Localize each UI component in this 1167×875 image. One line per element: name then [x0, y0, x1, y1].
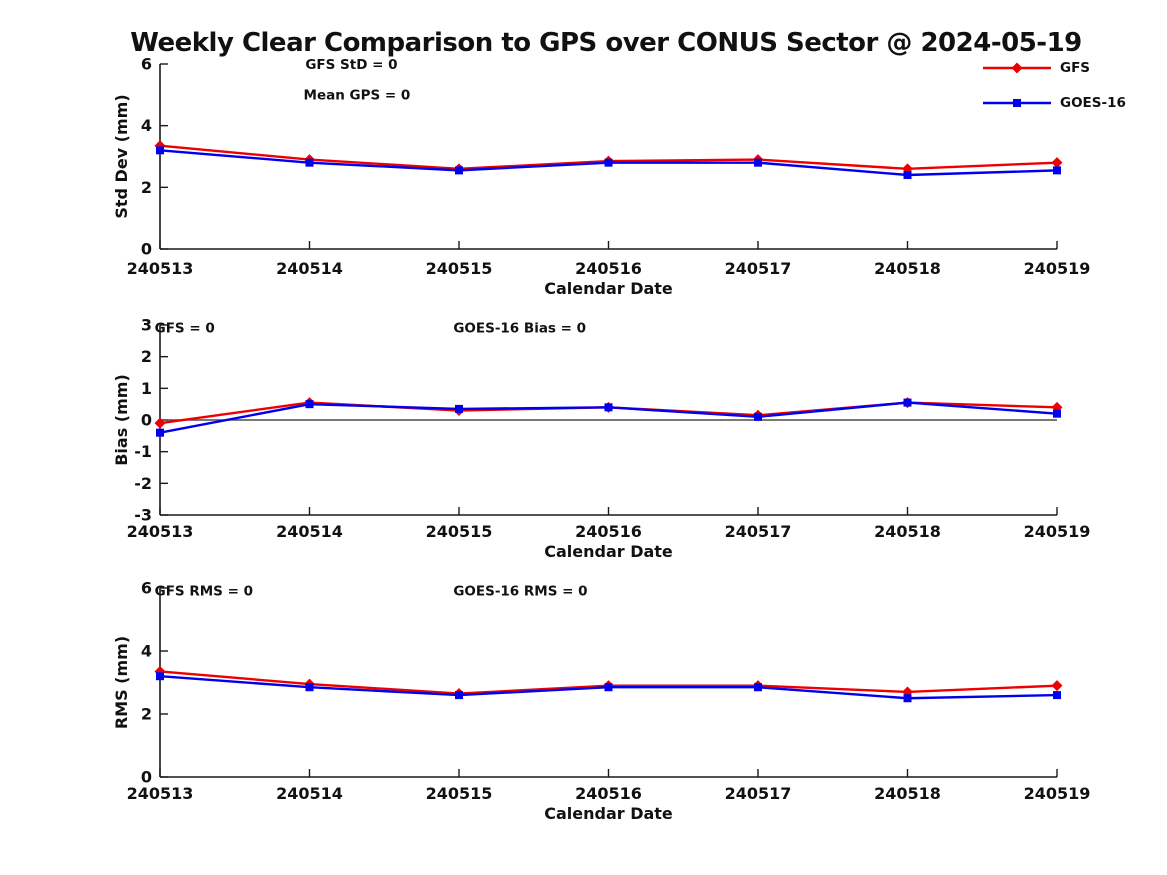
marker-square-goes-16	[604, 403, 613, 412]
subplot-rms-mm-: 0 2 4 6 240513 240514 240515 240516 240517 240518…	[112, 579, 1090, 824]
x-tick-label: 240519	[1024, 522, 1091, 541]
marker-diamond-gfs	[154, 417, 166, 429]
x-tick-label: 240516	[575, 784, 642, 803]
x-tick-label: 240513	[127, 259, 194, 278]
x-axis-title: Calendar Date	[544, 804, 673, 823]
x-tick-label: 240518	[874, 522, 941, 541]
x-tick-label: 240514	[276, 259, 343, 278]
x-tick-label: 240518	[874, 784, 941, 803]
x-tick-label: 240519	[1024, 259, 1091, 278]
marker-square-goes-16	[305, 400, 314, 409]
series-goes-16	[156, 146, 1061, 179]
y-axis-title: Bias (mm)	[112, 374, 131, 466]
series-gfs	[154, 397, 1063, 429]
y-tick-label: -1	[134, 442, 152, 461]
x-tick-label: 240517	[725, 784, 792, 803]
y-tick-label: 3	[141, 316, 152, 335]
x-tick-label: 240518	[874, 259, 941, 278]
legend-label-gfs: GFS	[1060, 60, 1091, 76]
y-tick-label: 2	[141, 347, 152, 366]
marker-square-goes-16	[156, 672, 164, 681]
subplot-bias-mm-: -3 -2 -1 0 1 2 3 240513 240514 240515 240516 240517…	[112, 316, 1090, 562]
x-tick-label: 240516	[575, 522, 642, 541]
x-tick-label: 240517	[725, 522, 792, 541]
annotation-text: GOES-16 RMS = 0	[453, 583, 587, 599]
y-tick-label: 6	[141, 579, 152, 598]
legend: GFS GOES-16	[983, 60, 1126, 111]
marker-diamond-gfs	[1051, 680, 1063, 692]
gfs-line-marker-icon	[983, 62, 1051, 74]
x-tick-label: 240515	[426, 259, 493, 278]
marker-square-goes-16	[903, 171, 912, 179]
marker-square-goes-16	[1053, 691, 1061, 700]
x-tick-label: 240516	[575, 259, 642, 278]
marker-diamond-gfs	[1051, 157, 1063, 169]
y-tick-label: 6	[141, 55, 152, 74]
legend-item-gfs: GFS	[983, 60, 1126, 76]
figure-title: Weekly Clear Comparison to GPS over CONU…	[130, 28, 1082, 58]
x-tick-label: 240514	[276, 784, 343, 803]
x-tick-label: 240514	[276, 522, 343, 541]
marker-square-goes-16	[754, 683, 762, 692]
marker-square-goes-16	[754, 412, 762, 421]
legend-item-goes16: GOES-16	[983, 95, 1126, 111]
y-tick-label: -3	[134, 506, 152, 525]
goes16-line-marker-icon	[983, 99, 1051, 107]
marker-square-goes-16	[604, 158, 613, 167]
series-gfs	[154, 665, 1063, 700]
y-tick-label: 2	[141, 178, 152, 197]
y-axis-title: RMS (mm)	[112, 636, 131, 729]
annotation-text: GFS StD = 0	[305, 57, 397, 73]
marker-square-goes-16	[455, 166, 463, 175]
x-axis-title: Calendar Date	[544, 542, 673, 561]
y-tick-label: 0	[141, 240, 152, 259]
series-gfs	[154, 140, 1063, 175]
y-tick-label: -2	[134, 474, 152, 493]
x-axis-title: Calendar Date	[544, 279, 673, 298]
marker-square-goes-16	[754, 158, 762, 167]
annotation-text: Mean GPS = 0	[304, 88, 411, 104]
marker-square-goes-16	[1053, 409, 1061, 418]
marker-square-goes-16	[604, 683, 613, 692]
x-tick-label: 240515	[426, 522, 493, 541]
x-tick-label: 240515	[426, 784, 493, 803]
marker-square-goes-16	[305, 158, 314, 167]
y-tick-label: 0	[141, 768, 152, 787]
subplot-std-dev-mm-: 0 2 4 6 240513 240514 240515 240516 240517 240518…	[112, 55, 1090, 299]
annotation-text: GOES-16 Bias = 0	[453, 320, 586, 336]
marker-square-goes-16	[903, 694, 912, 703]
x-tick-label: 240513	[127, 522, 194, 541]
marker-square-goes-16	[903, 398, 912, 407]
marker-square-goes-16	[156, 146, 164, 155]
marker-square-goes-16	[455, 404, 463, 413]
annotation-text: GFS = 0	[155, 320, 215, 336]
y-tick-label: 1	[141, 379, 152, 398]
x-tick-label: 240513	[127, 784, 194, 803]
y-axis-title: Std Dev (mm)	[112, 94, 131, 218]
y-tick-label: 0	[141, 411, 152, 430]
marker-square-goes-16	[1053, 166, 1061, 175]
series-goes-16	[156, 672, 1061, 703]
marker-square-goes-16	[156, 428, 164, 437]
x-tick-label: 240519	[1024, 784, 1091, 803]
marker-square-goes-16	[305, 683, 314, 692]
marker-square-goes-16	[455, 691, 463, 700]
series-goes-16	[156, 398, 1061, 437]
y-tick-label: 4	[141, 642, 152, 661]
y-tick-label: 2	[141, 705, 152, 724]
y-tick-label: 4	[141, 116, 152, 135]
annotation-text: GFS RMS = 0	[155, 583, 253, 599]
x-tick-label: 240517	[725, 259, 792, 278]
legend-label-goes16: GOES-16	[1060, 95, 1126, 111]
